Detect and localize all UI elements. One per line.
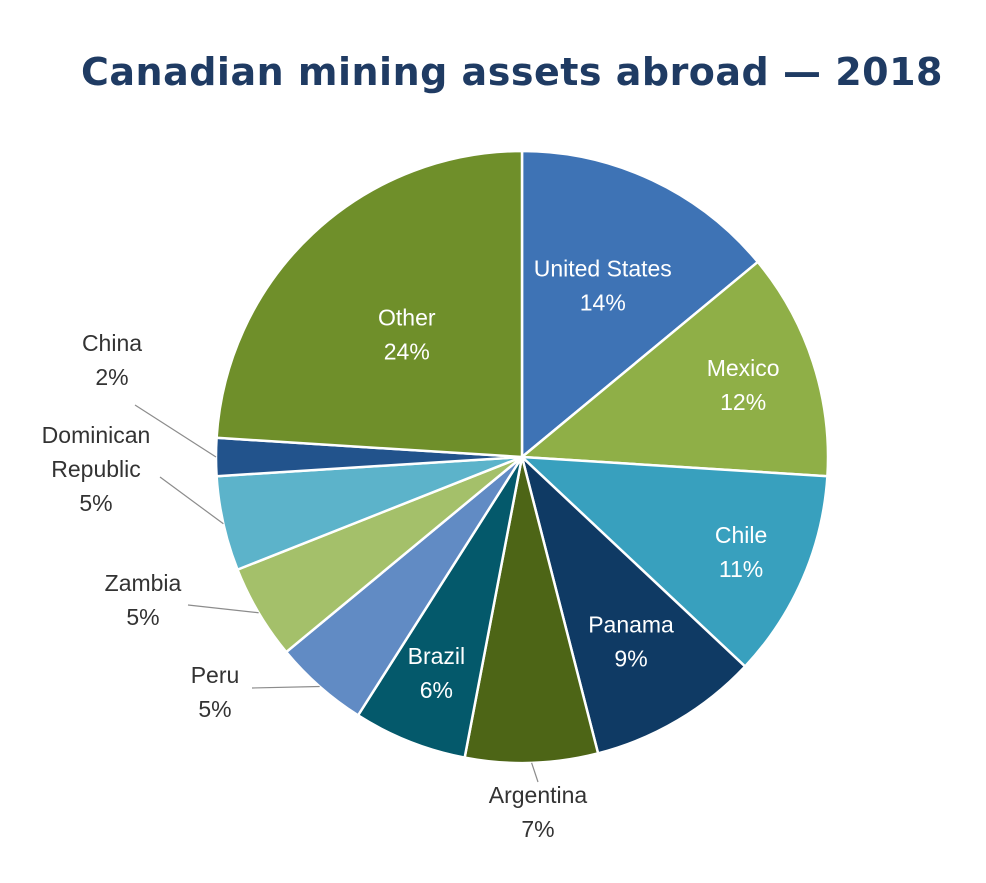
slice-name: Panama xyxy=(588,611,674,637)
pie-slice-panama xyxy=(520,455,747,755)
leader-line-dominican-republic xyxy=(159,476,224,525)
leader-line-argentina xyxy=(531,762,539,783)
pie-slice-chile xyxy=(520,455,829,668)
slice-percent: 12% xyxy=(720,389,766,415)
pie-slice-argentina xyxy=(463,455,600,765)
slice-name: United States xyxy=(534,255,672,281)
chart-title: Canadian mining assets abroad — 2018 xyxy=(81,50,943,94)
slice-label-other: Other 24% xyxy=(378,304,436,364)
slice-percent: 5% xyxy=(198,696,231,722)
slice-percent: 6% xyxy=(420,677,453,703)
slice-label-china: China 2% xyxy=(82,330,142,390)
slice-name: Other xyxy=(378,304,436,330)
slice-percent: 7% xyxy=(521,816,554,842)
slice-percent: 14% xyxy=(580,289,626,315)
slice-label-peru: Peru 5% xyxy=(191,662,240,722)
slice-percent: 5% xyxy=(126,604,159,630)
slice-label-brazil: Brazil 6% xyxy=(408,643,466,703)
slice-name: Zambia xyxy=(105,570,182,596)
slice-name: Dominican xyxy=(42,422,151,448)
pie-slice-other xyxy=(215,149,524,459)
slice-label-dominican-republic: Dominican Republic 5% xyxy=(42,422,151,516)
slice-label-united-states: United States 14% xyxy=(534,255,672,315)
leader-line-zambia xyxy=(187,604,259,614)
slice-label-panama: Panama 9% xyxy=(588,611,674,671)
slice-percent: 2% xyxy=(95,364,128,390)
slice-label-zambia: Zambia 5% xyxy=(105,570,182,630)
pie-slice-united-states xyxy=(520,149,760,459)
slice-label-mexico: Mexico 12% xyxy=(707,355,780,415)
slice-percent: 11% xyxy=(719,556,763,582)
slice-name: Brazil xyxy=(408,643,466,669)
slice-name: Mexico xyxy=(707,355,780,381)
slice-name: Argentina xyxy=(489,782,588,808)
slice-label-argentina: Argentina 7% xyxy=(489,782,588,842)
leader-line-china xyxy=(134,404,217,458)
slice-percent: 5% xyxy=(79,490,112,516)
pie-slice-mexico xyxy=(520,260,830,478)
slice-name: Peru xyxy=(191,662,240,688)
slice-label-chile: Chile 11% xyxy=(715,522,767,582)
leader-line-peru xyxy=(251,685,320,689)
slice-percent: 9% xyxy=(614,645,647,671)
slice-name: Chile xyxy=(715,522,767,548)
slice-name: Republic xyxy=(51,456,141,482)
slice-percent: 24% xyxy=(384,338,430,364)
slice-name: China xyxy=(82,330,142,356)
